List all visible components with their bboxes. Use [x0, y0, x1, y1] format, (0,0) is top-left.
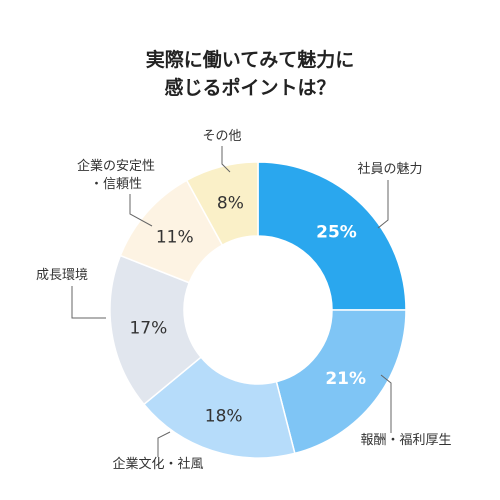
value-label-0: 25% [316, 223, 357, 243]
value-label-4: 11% [156, 228, 194, 248]
category-label-5: その他 [202, 129, 241, 144]
category-label-4-line-1: ・信頼性 [90, 177, 142, 192]
leader-line-3 [71, 286, 106, 319]
leader-line-0 [377, 180, 389, 229]
chart-title-line-1: 実際に働いてみて魅力に [146, 48, 354, 71]
slice-5 [185, 161, 259, 247]
value-label-2: 18% [205, 407, 243, 427]
category-label-4-line-0: 企業の安定性 [77, 158, 155, 174]
leader-line-4 [129, 194, 153, 227]
category-label-1: 報酬・福利厚生 [360, 433, 451, 448]
category-label-2: 企業文化・社風 [112, 456, 203, 472]
slice-2 [142, 356, 296, 459]
leader-line-2 [157, 431, 171, 457]
value-label-1: 21% [325, 369, 366, 389]
slice-1 [275, 309, 407, 455]
category-label-0: 社員の魅力 [357, 161, 422, 177]
slice-0 [257, 161, 407, 311]
leader-line-5 [221, 146, 231, 173]
value-label-3: 17% [129, 318, 167, 338]
leader-line-1 [380, 374, 392, 433]
chart-title-line-2: 感じるポイントは？ [164, 76, 335, 99]
chart-title: 実際に働いてみて魅力に 感じるポイントは？ [146, 48, 354, 99]
category-label-3: 成長環境 [36, 268, 88, 283]
value-label-5: 8% [217, 193, 244, 213]
